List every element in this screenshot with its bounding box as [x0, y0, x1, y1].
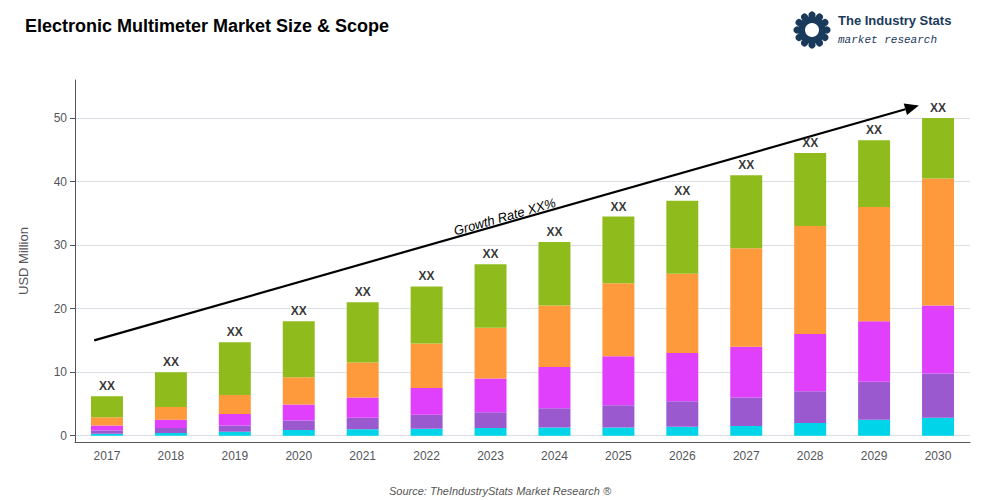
svg-text:0: 0 [60, 429, 67, 443]
svg-text:XX: XX [419, 269, 435, 283]
svg-text:20: 20 [54, 302, 68, 316]
svg-text:Source: TheIndustryStats Marke: Source: TheIndustryStats Market Research… [389, 485, 612, 497]
svg-text:XX: XX [738, 158, 754, 172]
svg-text:2018: 2018 [158, 449, 185, 463]
svg-text:2024: 2024 [541, 449, 568, 463]
svg-text:2029: 2029 [861, 449, 888, 463]
svg-text:XX: XX [674, 184, 690, 198]
svg-text:30: 30 [54, 238, 68, 252]
svg-text:XX: XX [610, 200, 626, 214]
svg-text:2023: 2023 [477, 449, 504, 463]
svg-text:2019: 2019 [221, 449, 248, 463]
svg-text:2021: 2021 [349, 449, 376, 463]
svg-text:XX: XX [99, 379, 115, 393]
svg-text:2028: 2028 [797, 449, 824, 463]
svg-text:2017: 2017 [94, 449, 121, 463]
svg-text:2027: 2027 [733, 449, 760, 463]
svg-text:40: 40 [54, 175, 68, 189]
svg-text:2022: 2022 [413, 449, 440, 463]
svg-text:XX: XX [227, 325, 243, 339]
svg-text:10: 10 [54, 365, 68, 379]
svg-text:XX: XX [163, 355, 179, 369]
svg-text:XX: XX [802, 136, 819, 150]
svg-text:market research: market research [838, 34, 937, 46]
svg-text:2026: 2026 [669, 449, 696, 463]
svg-text:XX: XX [483, 247, 499, 261]
svg-text:Growth Rate XX%: Growth Rate XX% [452, 195, 558, 238]
svg-text:50: 50 [54, 111, 68, 125]
svg-text:2025: 2025 [605, 449, 632, 463]
svg-text:2030: 2030 [925, 449, 952, 463]
svg-text:Electronic Multimeter Market S: Electronic Multimeter Market Size & Scop… [25, 16, 389, 36]
svg-text:USD Million: USD Million [16, 227, 31, 295]
svg-text:XX: XX [930, 101, 946, 115]
svg-text:The Industry Stats: The Industry Stats [838, 13, 951, 28]
svg-text:XX: XX [355, 285, 371, 299]
svg-text:XX: XX [291, 304, 307, 318]
svg-text:XX: XX [546, 225, 562, 239]
svg-text:XX: XX [866, 123, 882, 137]
svg-text:2020: 2020 [285, 449, 312, 463]
